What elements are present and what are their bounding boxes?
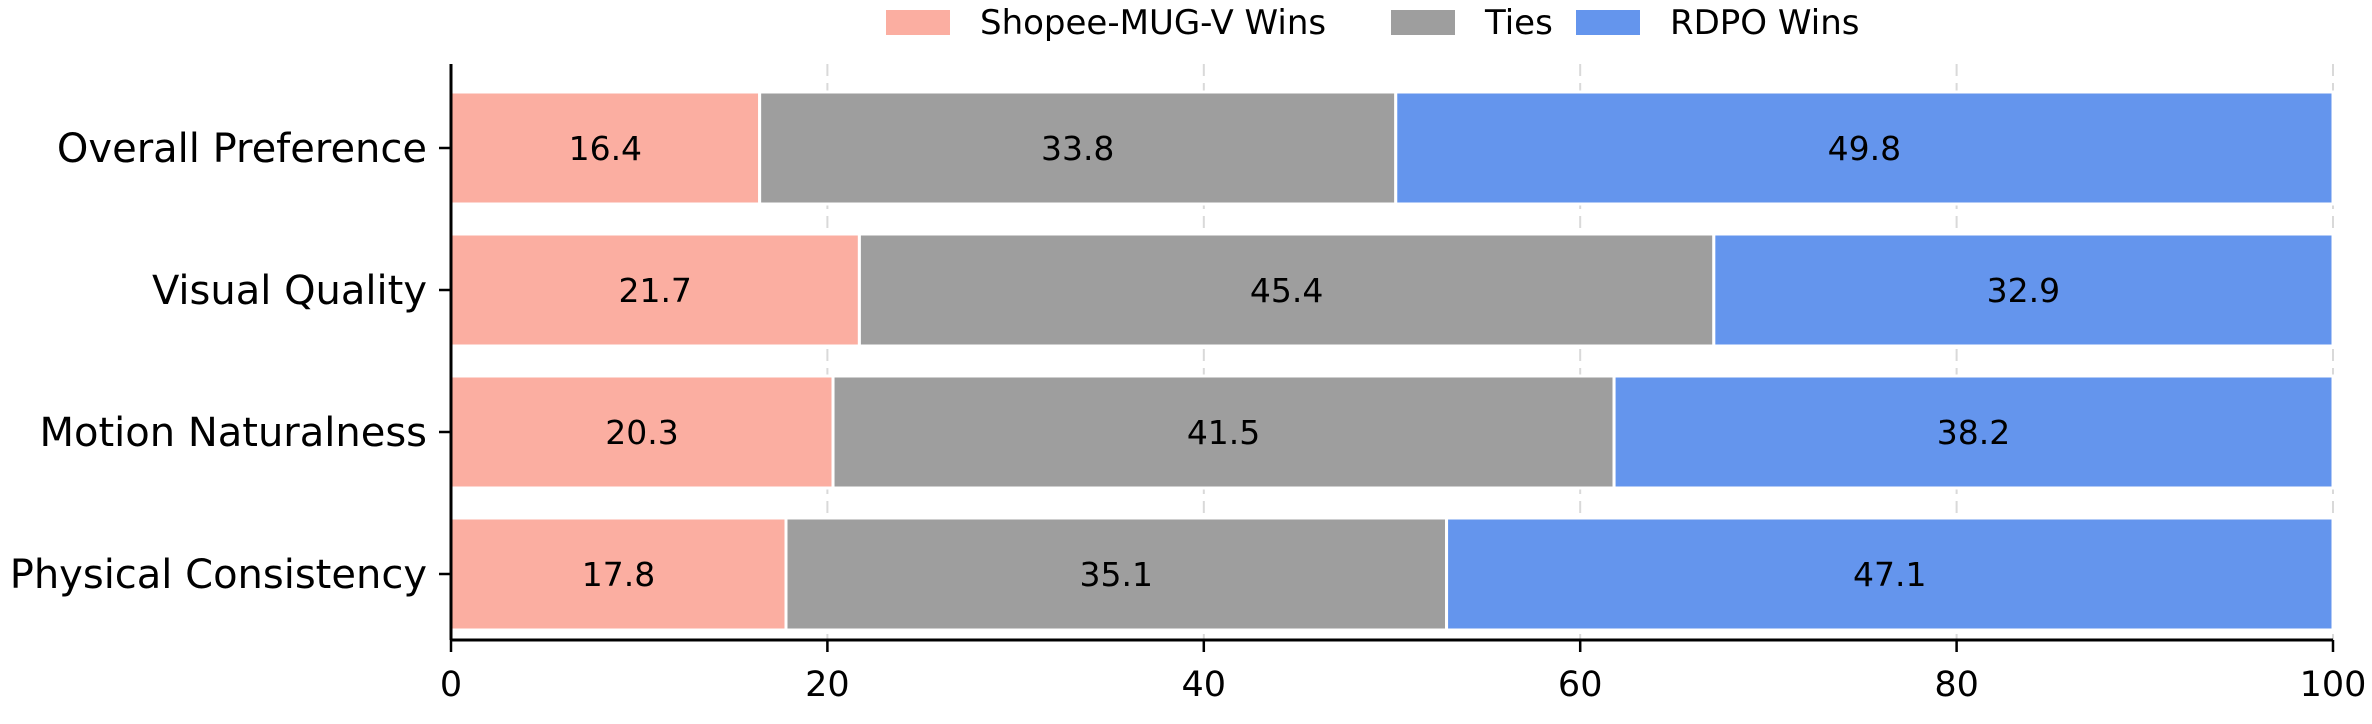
axes: Overall Preference Visual Quality Motion N…: [10, 64, 2367, 705]
legend-swatch: [1576, 10, 1640, 35]
x-tick-label: 20: [805, 665, 850, 705]
bar-value-label: 45.4: [1250, 271, 1323, 310]
x-tick-label: 100: [2300, 665, 2367, 705]
category-label: Overall Preference: [57, 126, 427, 172]
x-tick-label: 40: [1182, 665, 1227, 705]
bars: 16.4 33.8 49.8 21.7 45.4 32.9 20.3 41.5 38.2 17.8…: [449, 90, 2335, 632]
bar-segment: [1712, 232, 2335, 348]
legend-label: Shopee-MUG-V Wins: [980, 3, 1326, 43]
x-tick-label: 0: [440, 665, 462, 705]
bar-segment: [784, 516, 1449, 632]
legend: Shopee-MUG-V Wins Ties RDPO Wins: [886, 3, 1859, 43]
bar-value-label: 47.1: [1853, 555, 1926, 594]
legend-label: Ties: [1484, 3, 1553, 43]
bar-value-label: 41.5: [1187, 413, 1260, 452]
bar-value-label: 38.2: [1937, 413, 2010, 452]
legend-label: RDPO Wins: [1670, 3, 1859, 43]
x-tick-label: 80: [1934, 665, 1979, 705]
bar-value-label: 16.4: [569, 129, 642, 168]
x-tick-label: 60: [1558, 665, 1603, 705]
category-label: Motion Naturalness: [40, 410, 428, 456]
bar-segment: [1445, 516, 2335, 632]
bar-value-label: 21.7: [618, 271, 691, 310]
legend-swatch: [1391, 10, 1455, 35]
bar-segment: [1612, 374, 2335, 490]
bar-value-label: 17.8: [582, 555, 655, 594]
bar-value-label: 33.8: [1041, 129, 1114, 168]
bar-segment: [758, 90, 1398, 206]
bar-segment: [449, 374, 835, 490]
bar-value-label: 35.1: [1080, 555, 1153, 594]
bar-segment: [449, 90, 762, 206]
category-label: Visual Quality: [152, 268, 427, 314]
bar-value-label: 20.3: [605, 413, 678, 452]
legend-swatch: [886, 10, 950, 35]
category-label: Physical Consistency: [10, 552, 427, 598]
bar-segment: [857, 232, 1716, 348]
bar-segment: [1394, 90, 2335, 206]
bar-value-label: 32.9: [1987, 271, 2060, 310]
bar-value-label: 49.8: [1828, 129, 1901, 168]
